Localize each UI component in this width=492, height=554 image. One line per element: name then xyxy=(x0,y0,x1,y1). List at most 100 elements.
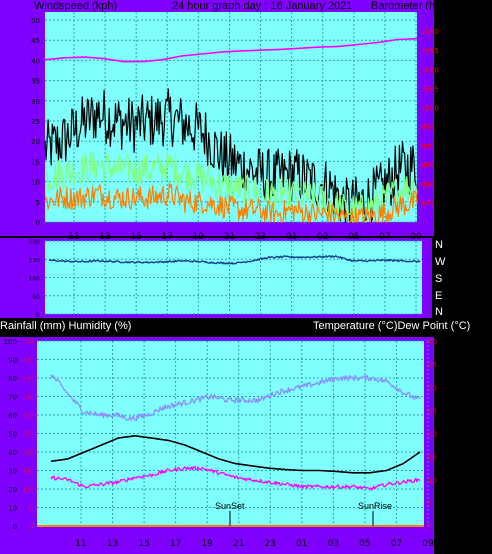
rain-y-tick-label: 50 xyxy=(24,338,33,346)
compass-s: S xyxy=(435,273,443,285)
wind-y-tick-label: 25 xyxy=(31,118,40,126)
wind-axis-title: Windspeed (kph) xyxy=(34,0,118,12)
temperature-y-tick-label: 15 xyxy=(428,454,437,462)
temp-x-tick-label: 15 xyxy=(138,539,149,549)
humidity-y-tick-label: 90 xyxy=(8,357,17,365)
compass-n-bottom: N xyxy=(435,306,443,318)
wind-x-tick-label: 15 xyxy=(130,232,141,242)
barometer-y-tick-label: 1015 xyxy=(421,47,439,55)
wind-x-tick-label: 17 xyxy=(162,232,173,242)
temperature-y-tick-label: 35 xyxy=(428,361,437,369)
humidity-y-tick-label: 10 xyxy=(8,505,17,513)
rain-y-tick-label: 35 xyxy=(24,394,33,402)
temperature-y-tick-label: 30 xyxy=(428,384,437,392)
wind-x-tick-label: 03 xyxy=(317,232,328,242)
compass-e: E xyxy=(435,290,443,302)
barometer-line xyxy=(44,37,418,63)
direction-y-tick-label: 90 xyxy=(32,294,40,301)
rain-y-tick-label: 5 xyxy=(29,505,33,513)
barometer-y-tick-label: 985 xyxy=(421,162,434,170)
wind-direction-line xyxy=(48,255,421,265)
rain-y-tick-label: 20 xyxy=(24,449,33,457)
wind-y-tick-label: 35 xyxy=(31,78,40,86)
temperature-y-tick-label: 5 xyxy=(428,500,432,508)
barometer-y-tick-label: 1010 xyxy=(421,66,439,74)
temp-x-tick-label: 05 xyxy=(359,539,370,549)
rain-y-tick-label: 30 xyxy=(24,412,33,420)
compass-w: W xyxy=(435,256,446,268)
temp-x-tick-label: 07 xyxy=(391,539,402,549)
barometer-y-tick-label: 1005 xyxy=(421,85,439,93)
wind-y-tick-label: 20 xyxy=(31,138,40,146)
humidity-y-tick-label: 30 xyxy=(8,468,17,476)
humidity-y-tick-label: 80 xyxy=(8,375,17,383)
humidity-line xyxy=(50,374,421,421)
temp-x-tick-label: 09 xyxy=(422,539,434,549)
humidity-y-tick-label: 20 xyxy=(8,486,17,494)
compass-n-top: N xyxy=(435,239,443,251)
wind-gust-line xyxy=(44,88,418,223)
direction-y-tick-label: 180 xyxy=(29,276,41,283)
rain-y-tick-label: 40 xyxy=(24,375,33,383)
humidity-y-tick-label: 60 xyxy=(8,412,17,420)
temperature-y-tick-label: 10 xyxy=(428,477,437,485)
barometer-y-tick-label: 990 xyxy=(421,143,434,151)
wind-x-tick-label: 09 xyxy=(410,232,422,242)
rain-humidity-title: Rainfall (mm) Humidity (%) xyxy=(0,320,132,332)
temperature-y-tick-label: 0 xyxy=(428,523,432,531)
humidity-y-tick-label: 40 xyxy=(8,449,17,457)
wind-lull-line xyxy=(44,182,418,223)
humidity-y-tick-label: 70 xyxy=(8,394,17,402)
wind-x-tick-label: 13 xyxy=(99,232,110,242)
temperature-y-tick-label: 25 xyxy=(428,407,437,415)
temp-x-tick-label: 17 xyxy=(170,539,181,549)
wind-y-tick-label: 15 xyxy=(31,158,40,166)
direction-y-tick-label: 270 xyxy=(29,257,41,264)
direction-y-tick-label: 0 xyxy=(36,312,40,319)
wind-x-tick-label: 01 xyxy=(286,232,297,242)
sunset-label: SunSet xyxy=(215,501,245,511)
temp-x-tick-label: 03 xyxy=(328,539,339,549)
humidity-y-tick-label: 0 xyxy=(13,523,17,531)
wind-y-tick-label: 45 xyxy=(31,37,40,45)
barometer-y-tick-label: 975 xyxy=(421,200,434,208)
humidity-y-tick-label: 50 xyxy=(8,431,17,439)
barometer-y-tick-label: 995 xyxy=(421,124,434,132)
wind-x-tick-label: 05 xyxy=(348,232,359,242)
wind-y-tick-label: 10 xyxy=(31,179,40,187)
temperature-y-tick-label: 40 xyxy=(428,338,437,346)
rain-y-tick-label: 45 xyxy=(24,357,33,365)
wind-x-tick-label: 23 xyxy=(255,232,266,242)
humidity-y-tick-label: 100 xyxy=(4,338,17,346)
wind-y-tick-label: 40 xyxy=(31,57,40,65)
rain-y-tick-label: 10 xyxy=(24,486,33,494)
temp-x-tick-label: 23 xyxy=(265,539,276,549)
temp-x-tick-label: 01 xyxy=(296,539,307,549)
wind-x-tick-label: 19 xyxy=(193,232,205,242)
sunrise-label: SunRise xyxy=(358,501,393,511)
barometer-y-tick-label: 1000 xyxy=(421,104,439,112)
wind-x-tick-label: 07 xyxy=(379,232,390,242)
wind-x-tick-label: 11 xyxy=(68,232,79,242)
wind-y-tick-label: 50 xyxy=(31,17,40,25)
direction-y-tick-label: 360 xyxy=(29,239,41,246)
graph-day-title: 24 hour graph day : 16 January 2021 xyxy=(172,0,353,12)
temp-x-tick-label: 11 xyxy=(75,539,86,549)
wind-x-tick-label: 21 xyxy=(224,232,235,242)
temperature-line xyxy=(50,435,421,474)
wind-y-tick-label: 5 xyxy=(36,199,40,207)
dewpoint-line xyxy=(50,465,421,491)
barometer-axis-title: Barometer (hpa) xyxy=(371,0,452,12)
rain-y-tick-label: 25 xyxy=(24,431,33,439)
wind-y-tick-label: 0 xyxy=(36,219,40,227)
rain-y-tick-label: 0 xyxy=(29,523,33,531)
temp-dewpoint-title: Temperature (°C)Dew Point (°C) xyxy=(313,320,471,332)
temp-x-tick-label: 13 xyxy=(107,539,118,549)
wind-y-tick-label: 30 xyxy=(31,98,40,106)
temperature-y-tick-label: 20 xyxy=(428,431,437,439)
rain-y-tick-label: 15 xyxy=(24,468,33,476)
temp-x-tick-label: 19 xyxy=(201,539,213,549)
barometer-y-tick-label: 980 xyxy=(421,181,434,189)
